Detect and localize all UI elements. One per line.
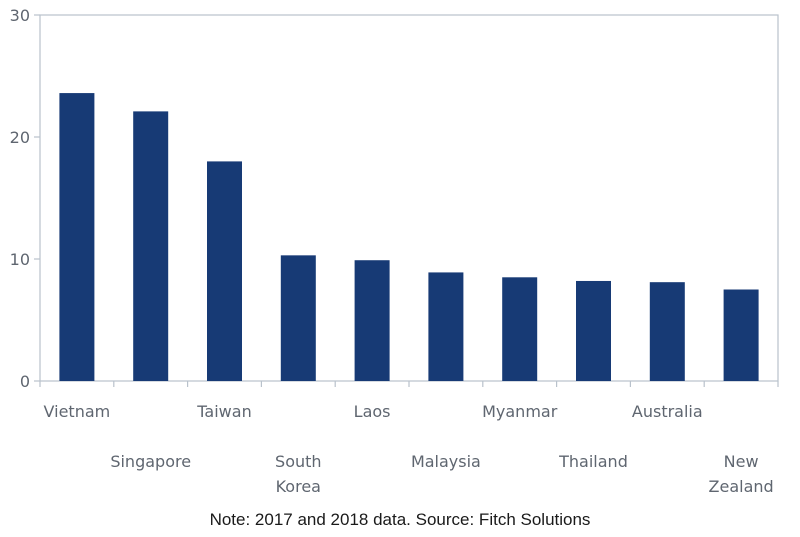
x-category-label: Zealand (709, 477, 774, 496)
bar (428, 272, 464, 381)
y-tick-label: 10 (10, 250, 30, 269)
bar (59, 93, 95, 381)
y-tick-label: 20 (10, 128, 30, 147)
x-category-label: Vietnam (44, 402, 111, 421)
x-category-label: Australia (632, 402, 703, 421)
x-category-label: Laos (354, 402, 391, 421)
x-category-label: Singapore (110, 452, 191, 471)
x-category-label: South (275, 452, 322, 471)
bar (207, 161, 242, 381)
bar (133, 111, 169, 381)
bar (649, 282, 685, 381)
x-category-label: Korea (276, 477, 321, 496)
x-category-label: Taiwan (196, 402, 251, 421)
x-category-label: Thailand (558, 452, 628, 471)
bar (576, 280, 611, 381)
y-tick-label: 30 (10, 6, 30, 25)
source-note: Note: 2017 and 2018 data. Source: Fitch … (209, 510, 591, 529)
bar (354, 260, 390, 381)
bar (502, 277, 538, 381)
y-tick-label: 0 (20, 372, 30, 391)
bar (723, 289, 759, 381)
x-category-label: Myanmar (482, 402, 558, 421)
x-category-label: Malaysia (411, 452, 481, 471)
x-category-label: New (724, 452, 759, 471)
bar (280, 255, 316, 381)
